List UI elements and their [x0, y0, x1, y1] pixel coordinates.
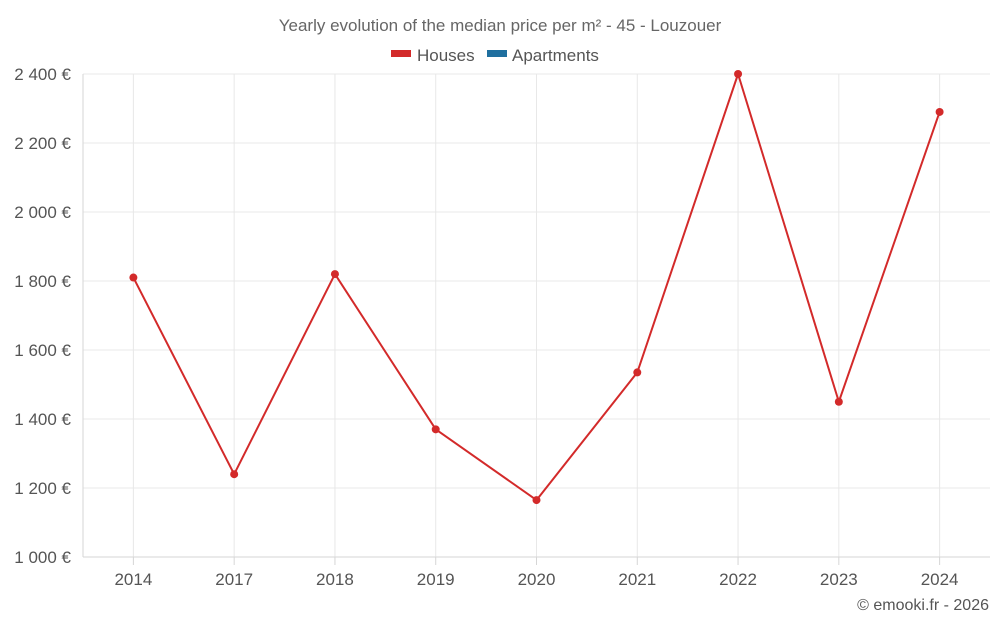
x-tick-label: 2020 — [518, 570, 556, 589]
legend-item-houses[interactable]: Houses — [391, 46, 475, 65]
x-tick-label: 2018 — [316, 570, 354, 589]
data-point-houses-2021[interactable] — [633, 368, 642, 377]
legend-label-apartments: Apartments — [512, 46, 599, 65]
y-tick-label: 1 400 € — [14, 410, 71, 429]
data-point-houses-2022[interactable] — [734, 70, 743, 78]
x-tick-label: 2019 — [417, 570, 455, 589]
legend-item-apartments[interactable]: Apartments — [487, 46, 599, 65]
x-tick-label: 2017 — [215, 570, 253, 589]
x-tick-label: 2021 — [618, 570, 656, 589]
y-tick-label: 1 800 € — [14, 272, 71, 291]
x-tick-label: 2014 — [114, 570, 152, 589]
x-tick-label: 2022 — [719, 570, 757, 589]
y-tick-label: 1 000 € — [14, 548, 71, 567]
data-point-houses-2014[interactable] — [129, 273, 138, 282]
y-tick-label: 1 600 € — [14, 341, 71, 360]
data-point-houses-2020[interactable] — [532, 496, 541, 505]
chart-title: Yearly evolution of the median price per… — [279, 16, 722, 35]
x-tick-label: 2024 — [921, 570, 959, 589]
y-tick-label: 2 200 € — [14, 134, 71, 153]
legend-label-houses: Houses — [417, 46, 475, 65]
data-point-houses-2019[interactable] — [431, 425, 440, 434]
y-tick-label: 2 000 € — [14, 203, 71, 222]
legend: Houses Apartments — [391, 46, 599, 65]
series-layer — [129, 70, 944, 505]
data-point-houses-2018[interactable] — [330, 270, 339, 279]
data-point-houses-2024[interactable] — [935, 107, 944, 116]
legend-swatch-apartments — [487, 50, 507, 57]
x-tick-label: 2023 — [820, 570, 858, 589]
grid-layer — [83, 73, 990, 558]
legend-swatch-houses — [391, 50, 411, 57]
axis-layer: 1 000 € 1 200 € 1 400 € 1 600 € 1 800 € 2 000… — [14, 65, 990, 589]
credit-text: © emooki.fr - 2026 — [857, 597, 989, 614]
data-point-houses-2023[interactable] — [834, 397, 843, 406]
y-tick-label: 1 200 € — [14, 479, 71, 498]
data-point-houses-2017[interactable] — [230, 470, 239, 479]
y-tick-label: 2 400 € — [14, 65, 71, 84]
